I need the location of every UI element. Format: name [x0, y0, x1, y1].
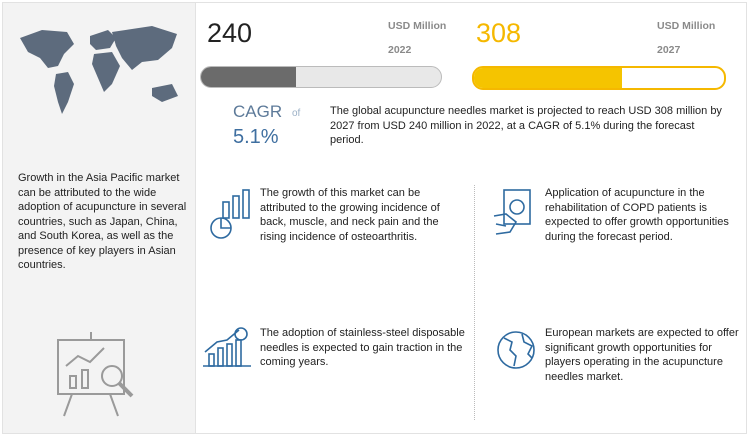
- chart-icon: [210, 189, 250, 239]
- globe-icon: [497, 331, 535, 369]
- cagr-label: CAGR: [233, 102, 283, 121]
- money-icon: [493, 189, 531, 235]
- content-frame: [194, 2, 747, 434]
- cagr-of: of: [292, 108, 301, 119]
- cagr-value: 5.1%: [233, 126, 279, 148]
- growth-icon: [203, 327, 251, 367]
- end-bar: [472, 66, 726, 90]
- start-value: 240: [207, 18, 253, 48]
- world-map: [20, 26, 178, 114]
- highlight-3: The adoption of stainless-steel disposab…: [260, 327, 465, 368]
- highlight-4: European markets are expected to offer s…: [545, 327, 739, 383]
- start-bar: [200, 66, 442, 88]
- end-bar-fill: [474, 68, 622, 88]
- end-value: 308: [476, 18, 522, 48]
- end-year: 2027: [657, 44, 681, 56]
- sidebar-text: Growth in the Asia Pacific market can be…: [18, 172, 187, 271]
- start-bar-fill: [201, 67, 296, 87]
- start-unit: USD Million: [388, 20, 447, 32]
- analytics-icon: [57, 332, 134, 417]
- end-unit: USD Million: [657, 20, 716, 32]
- highlight-2: Application of acupuncture in the rehabi…: [545, 187, 729, 243]
- divider: [474, 185, 475, 420]
- highlight-1: The growth of this market can be attribu…: [260, 187, 440, 243]
- start-year: 2022: [388, 44, 412, 56]
- summary: The global acupuncture needles market is…: [330, 105, 722, 146]
